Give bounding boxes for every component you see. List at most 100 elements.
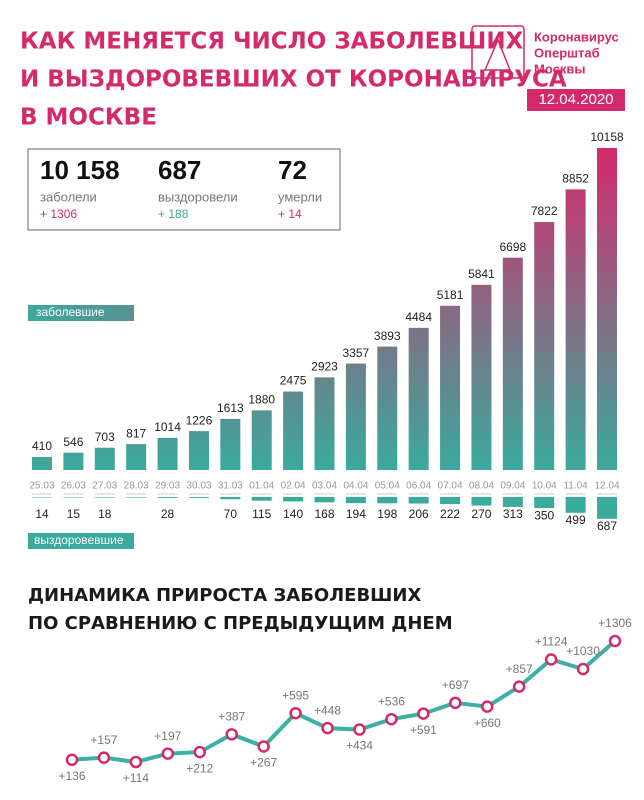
bar	[377, 497, 398, 504]
stat-value: 10 158	[40, 155, 120, 185]
title-line: КАК МЕНЯЕТСЯ ЧИСЛО ЗАБОЛЕВШИХ	[20, 29, 524, 55]
x-tick-label: 12.04	[594, 481, 619, 492]
bar	[534, 222, 555, 470]
bar	[597, 497, 617, 519]
x-tick-label: 26.03	[61, 481, 86, 492]
x-tick-label: 03.04	[312, 481, 337, 492]
marker	[512, 680, 526, 693]
x-tick-label: 27.03	[92, 481, 117, 492]
bar-label: 1613	[217, 401, 244, 415]
bar-label: 168	[314, 507, 334, 521]
bar-label: 1226	[186, 413, 213, 427]
bar	[251, 410, 272, 470]
point-label: +660	[474, 716, 501, 730]
series-tag-label: выздоровевшие	[34, 533, 124, 547]
logo: Коронавирус Оперштаб Москвы	[471, 25, 619, 79]
marker	[193, 745, 207, 759]
marker	[65, 753, 79, 767]
bar-label: 4484	[405, 310, 432, 324]
bar-label: 817	[126, 426, 146, 440]
marker	[321, 721, 334, 735]
point-label: +1306	[598, 616, 632, 630]
logo-text: Коронавирус	[534, 29, 619, 44]
point-label: +595	[282, 688, 309, 702]
bar	[502, 257, 523, 470]
marker	[576, 662, 590, 676]
stat-label: выздоровели	[158, 189, 238, 204]
title-line: В МОСКВЕ	[20, 105, 157, 131]
x-tick-label: 30.03	[186, 481, 211, 492]
x-tick-label: 29.03	[155, 481, 180, 492]
bar	[597, 147, 617, 470]
bar	[220, 418, 241, 470]
marker	[289, 706, 302, 720]
marker	[480, 700, 494, 713]
stat-label: заболели	[40, 189, 97, 204]
bar-label: 3357	[343, 346, 370, 360]
x-tick-label: 05.04	[375, 481, 400, 492]
bar-label: 703	[95, 430, 115, 444]
bar-label: 546	[63, 435, 83, 449]
bar-label: 2475	[280, 374, 307, 388]
date: 12.04.2020	[538, 91, 613, 108]
x-tick-label: 08.04	[469, 481, 494, 492]
bar	[63, 452, 84, 470]
bar	[94, 447, 115, 470]
bar	[283, 391, 304, 470]
subtitle-line: ДИНАМИКА ПРИРОСТА ЗАБОЛЕВШИХ	[28, 585, 421, 606]
point-label: +536	[378, 694, 405, 708]
date-badge	[527, 89, 625, 111]
bar-label: 3893	[374, 329, 401, 343]
bar	[157, 497, 178, 498]
bar	[440, 497, 461, 505]
x-tick-label: 02.04	[281, 481, 306, 492]
x-tick-label: 01.04	[249, 481, 274, 492]
bar	[126, 497, 147, 498]
marker	[225, 728, 238, 741]
bar	[157, 437, 178, 470]
marker	[544, 653, 558, 666]
point-label: +136	[58, 769, 85, 783]
series-tag-label: заболевшие	[36, 305, 105, 319]
title-line: И ВЫЗДОРОВЕВШИХ ОТ КОРОНАВИРУСА	[20, 67, 567, 93]
marker	[97, 751, 111, 764]
point-label: +197	[154, 729, 181, 743]
point-label: +448	[314, 703, 341, 717]
bar-label: 14	[35, 507, 49, 521]
bar	[440, 305, 461, 470]
bar-label: 7822	[531, 204, 558, 218]
marker	[161, 747, 175, 760]
logo-text: Москвы	[534, 61, 585, 76]
bar	[408, 327, 429, 470]
x-tick-label: 28.03	[124, 481, 149, 492]
bar	[251, 497, 272, 501]
x-tick-label: 07.04	[438, 481, 463, 492]
bar-label: 70	[224, 507, 238, 521]
bar	[345, 363, 366, 470]
stats-box	[27, 148, 341, 231]
bar-label: 206	[409, 507, 429, 521]
bar	[345, 497, 366, 504]
bar-label: 5181	[437, 288, 464, 302]
bar-label: 1880	[248, 393, 275, 407]
bar	[188, 431, 209, 470]
point-label: +157	[90, 733, 117, 747]
bar	[94, 497, 115, 498]
point-label: +434	[346, 739, 373, 753]
bar-label: 410	[32, 439, 52, 453]
bar-label: 194	[346, 507, 366, 521]
bar-label: 10158	[590, 130, 624, 144]
bar-label: 222	[440, 507, 460, 521]
point-label: +1124	[535, 635, 568, 649]
stat-delta: + 1306	[40, 207, 77, 221]
bar	[565, 189, 586, 470]
bar-label: 18	[98, 507, 112, 521]
x-tick-label: 10.04	[532, 481, 557, 492]
point-label: +697	[442, 678, 469, 692]
marker	[417, 707, 430, 720]
marker	[129, 755, 143, 769]
logo-text: Оперштаб	[534, 45, 600, 60]
bar-label: 2923	[311, 360, 338, 374]
point-label: +114	[123, 771, 149, 785]
